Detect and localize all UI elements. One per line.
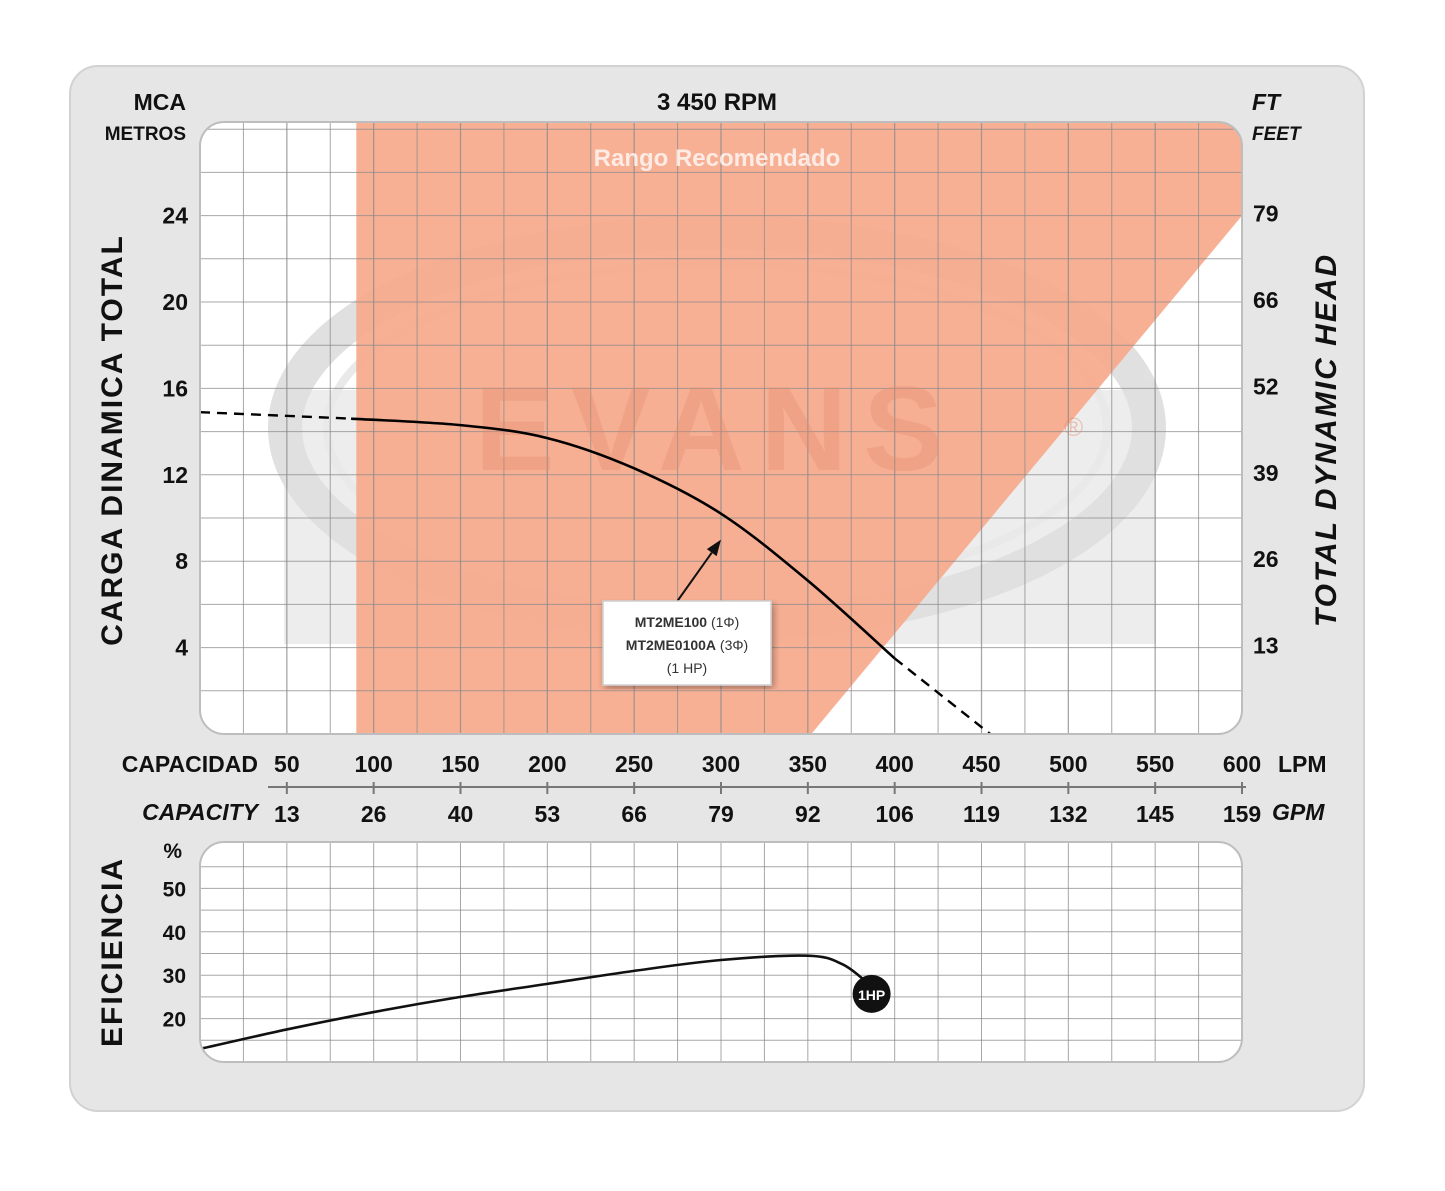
efficiency-end-label: 1HP	[858, 987, 885, 1003]
efficiency-end-marker: 1HP	[852, 974, 891, 1013]
x-axis-label: CAPACIDAD	[122, 751, 258, 777]
x-axis-tick-label-2: 145	[1136, 801, 1175, 827]
watermark-text: EVANS	[475, 362, 960, 496]
efficiency-plot-border	[199, 841, 1243, 1063]
x-axis-tick-label-2: 132	[1049, 801, 1087, 827]
x-axis-tick-label-2: 159	[1223, 801, 1261, 827]
left-axis-tick-label: 12	[162, 462, 188, 488]
x-axis-tick-label-2: 53	[535, 801, 561, 827]
efficiency-tick-label: 50	[163, 878, 186, 901]
annotation-box	[602, 600, 772, 686]
x-axis-tick-label: 400	[875, 751, 913, 777]
efficiency-tick-label: 40	[163, 922, 186, 945]
annotation-line-3: (1 HP)	[667, 660, 707, 676]
efficiency-plot-grid	[200, 842, 1242, 1062]
annotation-line-2: MT2ME0100A (3Φ)	[626, 637, 748, 653]
annotation-phase-1: (1Φ)	[707, 614, 739, 630]
x-axis-tick-label: 600	[1223, 751, 1261, 777]
watermark-registered-mark: ®	[1064, 412, 1083, 442]
left-axis-title: CARGA DINAMICA TOTAL	[96, 234, 129, 646]
x-axis-tick-label-2: 106	[875, 801, 913, 827]
x-axis-tick-label: 250	[615, 751, 653, 777]
efficiency-axis-title: EFICIENCIA	[96, 857, 129, 1047]
right-axis-tick-label: 79	[1253, 201, 1279, 227]
x-axis-tick-label: 100	[354, 751, 392, 777]
x-axis-tick-label: 150	[441, 751, 479, 777]
left-axis-tick-label: 16	[162, 375, 188, 401]
x-axis-ticks: 50 13 100 26 150 40 200 53 250 66 300 79 350 92 400 106…	[274, 751, 1261, 827]
head-curve-plot: EVANS ® Rango Recomendado	[199, 121, 1243, 735]
annotation-phase-2: (3Φ)	[716, 637, 748, 653]
left-axis-unit-label: METROS	[105, 124, 186, 145]
efficiency-end-dot	[852, 974, 891, 1013]
head-plot-border	[199, 121, 1243, 735]
recommended-range-label: Rango Recomendado	[594, 145, 841, 172]
right-axis-tick-label: 13	[1253, 633, 1279, 659]
annotation-line-1: MT2ME100 (1Φ)	[635, 614, 740, 630]
left-axis-unit: MCA	[134, 89, 186, 115]
right-axis-tick-label: 26	[1253, 546, 1279, 572]
annotation-arrow	[675, 552, 713, 604]
x-axis-tick-label: 50	[274, 751, 300, 777]
right-axis-unit-label: FEET	[1252, 124, 1302, 145]
right-axis-tick-label: 39	[1253, 460, 1279, 486]
annotation-model-1: MT2ME100	[635, 614, 708, 630]
head-curve	[200, 410, 991, 734]
x-axis-label-2: CAPACITY	[142, 799, 261, 825]
efficiency-plot: 1HP	[199, 841, 1243, 1063]
efficiency-axis-unit: %	[163, 840, 182, 863]
left-axis-tick-label: 20	[162, 289, 188, 315]
x-axis-tick-label: 500	[1049, 751, 1087, 777]
x-axis-tick-label-2: 66	[621, 801, 647, 827]
model-annotation: MT2ME100 (1Φ) MT2ME0100A (3Φ) (1 HP)	[602, 539, 772, 686]
x-axis-tick-label-2: 92	[795, 801, 821, 827]
recommended-range	[356, 122, 1242, 734]
x-axis-tick-label: 550	[1136, 751, 1174, 777]
efficiency-curve-line	[200, 954, 870, 1051]
efficiency-tick-label: 20	[163, 1009, 186, 1032]
right-axis-ticks: 13 26 39 52 66 79	[1253, 201, 1279, 659]
x-axis-tick-label-2: 13	[274, 801, 300, 827]
right-axis-unit: FT	[1252, 89, 1282, 115]
right-axis-tick-label: 66	[1253, 287, 1279, 313]
efficiency-curve	[200, 954, 870, 1051]
annotation-arrowhead	[706, 539, 721, 557]
efficiency-tick-label: 30	[163, 965, 186, 988]
chart-title: 3 450 RPM	[657, 89, 777, 116]
efficiency-axis-ticks: 20 30 40 50	[163, 878, 186, 1031]
left-axis-tick-label: 24	[162, 203, 188, 229]
left-axis-tick-label: 4	[175, 635, 188, 661]
head-curve-dashed-end	[893, 657, 991, 734]
x-axis-tick-label-2: 119	[963, 801, 1000, 827]
annotation-model-2: MT2ME0100A	[626, 637, 716, 653]
x-axis-tick-label: 300	[702, 751, 740, 777]
left-axis-ticks: 4 8 12 16 20 24	[162, 203, 188, 661]
left-axis-tick-label: 8	[175, 548, 188, 574]
x-axis-unit: LPM	[1278, 751, 1327, 777]
x-axis-tick-label-2: 26	[361, 801, 387, 827]
x-axis-tick-label: 450	[962, 751, 1000, 777]
x-axis-unit-2: GPM	[1272, 799, 1325, 825]
x-axis-tick-label: 200	[528, 751, 566, 777]
head-curve-solid	[351, 417, 896, 660]
right-axis-tick-label: 52	[1253, 373, 1279, 399]
x-axis-tick-label-2: 40	[448, 801, 474, 827]
x-axis-tick-label: 350	[789, 751, 827, 777]
recommended-range-area	[356, 122, 1242, 734]
x-axis-tick-label-2: 79	[708, 801, 734, 827]
head-curve-dashed-start	[200, 410, 352, 420]
right-axis-title: TOTAL DYNAMIC HEAD	[1310, 253, 1343, 627]
